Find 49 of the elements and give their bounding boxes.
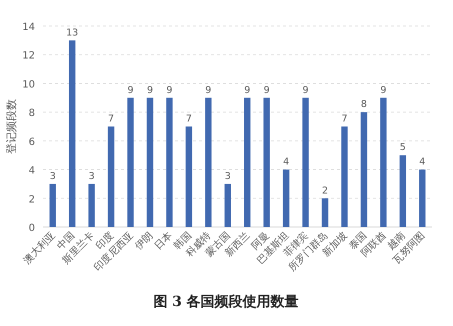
bar xyxy=(205,98,212,227)
data-label: 3 xyxy=(50,170,56,182)
data-label: 9 xyxy=(146,84,153,96)
bar xyxy=(282,170,290,227)
bar xyxy=(360,112,368,227)
bar xyxy=(380,98,387,227)
data-label: 9 xyxy=(205,84,212,96)
data-label: 5 xyxy=(400,142,406,154)
bar xyxy=(166,98,173,227)
text: 图 3 各国频段使用数量 xyxy=(153,294,299,310)
data-label: 9 xyxy=(380,84,386,96)
bar xyxy=(224,184,231,227)
bar xyxy=(244,98,250,227)
bar xyxy=(186,126,192,227)
bar xyxy=(88,184,95,227)
bar xyxy=(400,155,406,227)
bar xyxy=(322,198,328,227)
data-label: 7 xyxy=(186,114,192,124)
data-label: 7 xyxy=(341,114,348,124)
data-label: 3 xyxy=(224,170,231,182)
bar xyxy=(263,98,270,227)
data-label: 4 xyxy=(419,156,426,168)
bar xyxy=(302,98,309,227)
bar xyxy=(50,184,56,227)
data-label: 13 xyxy=(66,27,78,38)
y-axis-title: 登记频段数 xyxy=(5,99,18,154)
data-label: 8 xyxy=(360,99,367,110)
bar xyxy=(419,170,426,227)
bar xyxy=(68,40,76,227)
bar xyxy=(341,126,348,227)
bar xyxy=(108,126,114,227)
data-label: 9 xyxy=(244,84,250,96)
y-tick-label: 2 xyxy=(28,194,35,206)
data-label: 9 xyxy=(166,84,172,96)
y-tick-label: 4 xyxy=(28,166,35,177)
data-label: 3 xyxy=(88,170,95,182)
data-label: 9 xyxy=(302,84,309,96)
y-tick-label: 14 xyxy=(22,22,35,33)
bar xyxy=(146,98,154,227)
data-label: 9 xyxy=(264,84,270,96)
data-label: 9 xyxy=(128,84,134,96)
data-label: 4 xyxy=(283,156,290,168)
y-tick-label: 12 xyxy=(22,50,35,62)
data-label: 7 xyxy=(108,114,114,124)
bar xyxy=(127,98,134,227)
data-label: 2 xyxy=(322,185,328,196)
y-tick-label: 10 xyxy=(22,79,35,90)
y-tick-label: 6 xyxy=(28,136,35,148)
y-tick-label: 8 xyxy=(28,108,35,120)
